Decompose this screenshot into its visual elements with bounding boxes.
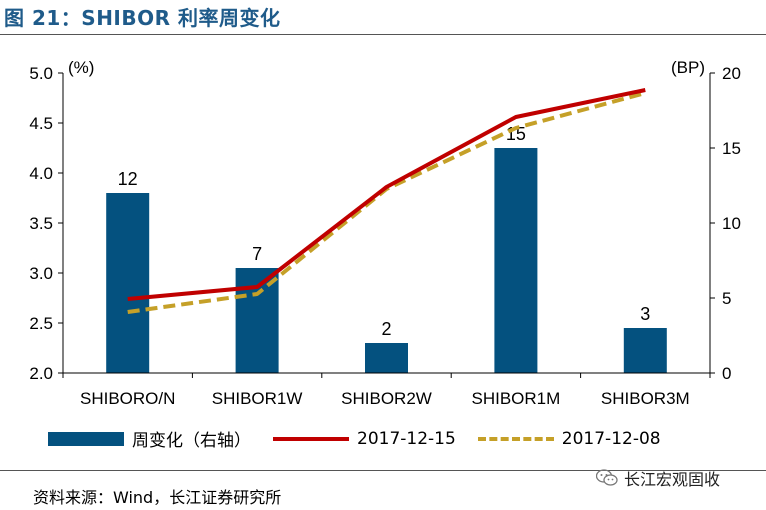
right-tick-label: 5 [722,289,731,308]
wechat-icon [596,469,618,486]
right-tick-label: 0 [722,364,731,383]
bar-shibor1m [494,148,538,373]
legend-item-bar: 周变化（右轴） [48,426,251,451]
left-tick-label: 4.0 [29,164,53,183]
x-tick-label-shibor1m: SHIBOR1M [472,389,561,408]
x-tick-label-shiboro/n: SHIBORO/N [80,389,175,408]
left-axis-unit: (%) [68,58,94,77]
x-tick-label-shibor3m: SHIBOR3M [601,389,690,408]
left-tick-label: 2.5 [29,314,53,333]
left-tick-label: 3.0 [29,264,53,283]
right-tick-label: 15 [722,139,741,158]
title-divider [0,34,766,35]
legend-label-line-1208: 2017-12-08 [561,428,661,449]
right-tick-label: 20 [722,64,741,83]
source-note: 资料来源：Wind，长江证券研究所 [33,488,282,507]
watermark-text: 长江宏观固收 [624,470,721,489]
line-series-2017-12-15 [127,88,646,301]
bar-shibor2w [365,343,408,373]
footer-divider [0,470,766,471]
bar-shiboro/n [106,193,150,373]
legend-label-line-1215: 2017-12-15 [357,428,456,449]
left-tick-label: 4.5 [29,114,53,133]
left-tick-label: 3.5 [29,214,53,233]
chart-legend: 周变化（右轴） 2017-12-15 2017-12-08 [48,426,683,451]
figure-title: 图 21：SHIBOR 利率周变化 [4,6,281,30]
legend-swatch-bar [48,431,124,446]
bar-label-shibor2w: 2 [381,319,391,339]
line-series-2017-12-08 [127,91,646,314]
watermark: 长江宏观固收 [596,466,720,490]
right-axis-unit: (BP) [671,58,705,77]
bar-label-shiboro/n: 12 [118,169,138,189]
left-tick-label: 5.0 [29,64,53,83]
legend-item-line-1215: 2017-12-15 [273,429,456,449]
bar-label-shibor1w: 7 [252,244,262,264]
legend-item-line-1208: 2017-12-08 [477,428,661,449]
legend-swatch-solid [273,436,349,441]
legend-label-bar: 周变化（右轴） [132,431,251,451]
legend-swatch-dashed [477,436,554,441]
x-tick-label-shibor1w: SHIBOR1W [212,389,303,408]
bar-shibor3m [623,328,667,373]
bar-label-shibor3m: 3 [640,304,650,324]
right-tick-label: 10 [722,214,741,233]
x-tick-label-shibor2w: SHIBOR2W [341,389,432,408]
shibor-chart: 12721532.02.53.03.54.04.55.005101520SHIB… [29,58,741,408]
left-tick-label: 2.0 [29,364,53,383]
